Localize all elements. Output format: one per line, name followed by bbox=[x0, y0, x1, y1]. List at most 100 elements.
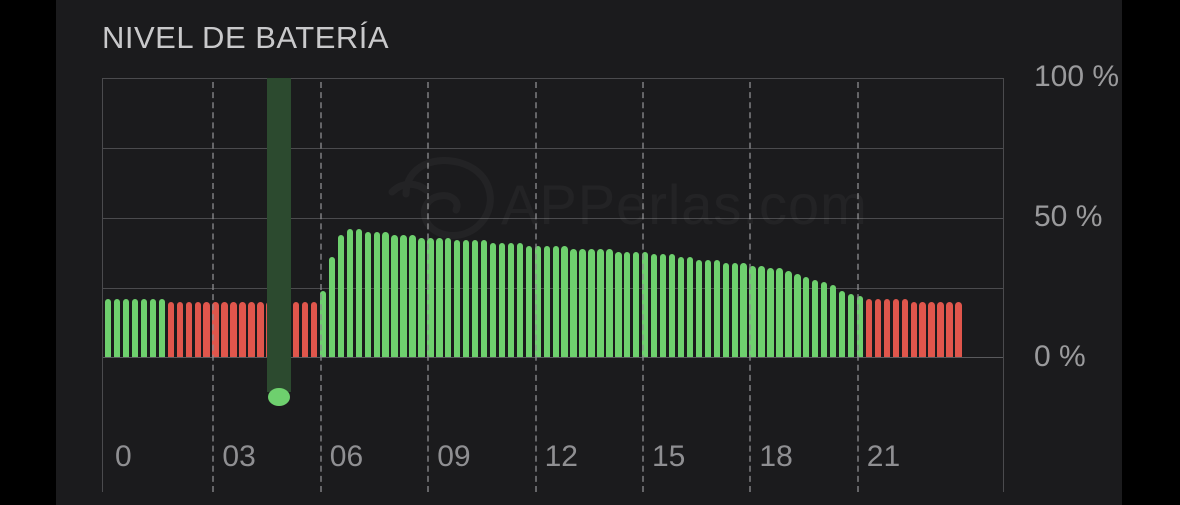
x-tick-dashed-line bbox=[427, 82, 430, 492]
battery-bar bbox=[856, 296, 864, 358]
battery-bar bbox=[892, 299, 899, 358]
battery-bar bbox=[803, 276, 810, 358]
battery-level-card: NIVEL DE BATERÍA APPerlas.com 100 %50 %0… bbox=[56, 0, 1122, 505]
battery-bar bbox=[767, 268, 774, 358]
x-axis-label: 09 bbox=[437, 440, 471, 473]
battery-bar bbox=[176, 302, 183, 358]
x-axis-label: 03 bbox=[222, 440, 256, 473]
battery-bar bbox=[257, 302, 264, 358]
x-axis-label: 0 bbox=[115, 440, 132, 473]
battery-bar bbox=[758, 265, 765, 358]
battery-bar bbox=[606, 248, 613, 358]
battery-bar bbox=[642, 251, 649, 358]
battery-bar bbox=[776, 268, 783, 358]
battery-bar bbox=[695, 260, 703, 358]
battery-bar bbox=[391, 234, 398, 358]
battery-bar bbox=[409, 234, 416, 358]
battery-bar bbox=[436, 237, 443, 358]
battery-bars bbox=[102, 78, 1004, 358]
battery-bar bbox=[221, 302, 228, 358]
battery-bar bbox=[910, 302, 917, 358]
battery-bar bbox=[946, 302, 953, 358]
battery-bar bbox=[131, 299, 139, 358]
battery-bar bbox=[749, 265, 756, 358]
x-axis-label: 15 bbox=[652, 440, 686, 473]
battery-bar bbox=[650, 254, 658, 358]
battery-bar bbox=[248, 302, 255, 358]
charging-session-band bbox=[266, 78, 291, 392]
battery-bar bbox=[588, 248, 595, 358]
battery-bar bbox=[713, 260, 720, 358]
x-axis-label: 18 bbox=[759, 440, 793, 473]
x-axis-label: 06 bbox=[329, 440, 364, 473]
battery-bar bbox=[167, 302, 175, 358]
battery-bar bbox=[310, 302, 318, 358]
battery-bar bbox=[731, 262, 738, 358]
battery-bar bbox=[471, 240, 479, 358]
battery-bar bbox=[158, 299, 166, 358]
battery-bar bbox=[534, 246, 541, 358]
battery-bar bbox=[239, 302, 246, 358]
battery-bar bbox=[230, 302, 237, 358]
axis-frame-right bbox=[1003, 82, 1004, 492]
battery-bar bbox=[113, 299, 121, 358]
battery-bar bbox=[427, 237, 434, 358]
battery-bar bbox=[543, 246, 550, 358]
battery-bar bbox=[194, 302, 201, 358]
battery-bar bbox=[928, 302, 935, 358]
battery-bar bbox=[901, 299, 908, 358]
battery-bar bbox=[382, 232, 389, 358]
battery-bar bbox=[355, 229, 362, 358]
battery-bar bbox=[418, 237, 425, 358]
battery-bar bbox=[337, 234, 345, 358]
battery-bar bbox=[704, 260, 712, 358]
battery-bar bbox=[212, 302, 219, 358]
battery-bar bbox=[463, 240, 470, 358]
battery-bar bbox=[140, 299, 148, 358]
battery-bar bbox=[615, 251, 622, 358]
x-tick-dashed-line bbox=[212, 82, 215, 492]
battery-bar bbox=[955, 302, 962, 358]
x-tick-dashed-line bbox=[749, 82, 752, 492]
battery-bar bbox=[785, 271, 792, 358]
battery-bar bbox=[874, 299, 882, 358]
battery-bar bbox=[552, 246, 559, 358]
battery-bar bbox=[454, 240, 461, 358]
battery-bar bbox=[445, 237, 452, 358]
x-tick-dashed-line bbox=[319, 82, 322, 492]
y-axis-label: 100 % bbox=[1034, 60, 1120, 93]
battery-bar bbox=[570, 248, 577, 358]
battery-bar bbox=[919, 302, 926, 358]
battery-bar bbox=[624, 251, 631, 358]
battery-bar bbox=[185, 302, 192, 358]
battery-bar bbox=[516, 243, 524, 358]
battery-bar bbox=[794, 274, 801, 358]
battery-bar bbox=[597, 248, 604, 358]
battery-bar bbox=[346, 229, 354, 358]
x-axis-line bbox=[102, 357, 1004, 358]
x-axis-label: 12 bbox=[544, 440, 578, 473]
battery-bar bbox=[149, 299, 157, 358]
battery-bar bbox=[659, 254, 667, 358]
battery-bar bbox=[847, 293, 855, 358]
battery-bar bbox=[105, 299, 112, 358]
battery-bar bbox=[686, 257, 694, 358]
battery-bar bbox=[937, 302, 944, 358]
y-axis-label: 0 % bbox=[1034, 340, 1086, 373]
y-axis-label: 50 % bbox=[1034, 200, 1103, 233]
battery-bar bbox=[883, 299, 891, 358]
battery-bar bbox=[328, 257, 336, 358]
gridline-100 bbox=[102, 78, 1004, 79]
page-title: NIVEL DE BATERÍA bbox=[102, 20, 390, 55]
battery-bar bbox=[740, 262, 747, 358]
battery-bar bbox=[400, 234, 407, 358]
battery-bar bbox=[838, 290, 846, 358]
gridline-75 bbox=[102, 148, 1004, 149]
battery-bar bbox=[677, 257, 685, 358]
battery-bar bbox=[319, 290, 327, 358]
gridline-50 bbox=[102, 218, 1004, 219]
battery-bar bbox=[292, 302, 300, 358]
battery-bar bbox=[865, 299, 873, 358]
battery-bar bbox=[489, 243, 497, 358]
